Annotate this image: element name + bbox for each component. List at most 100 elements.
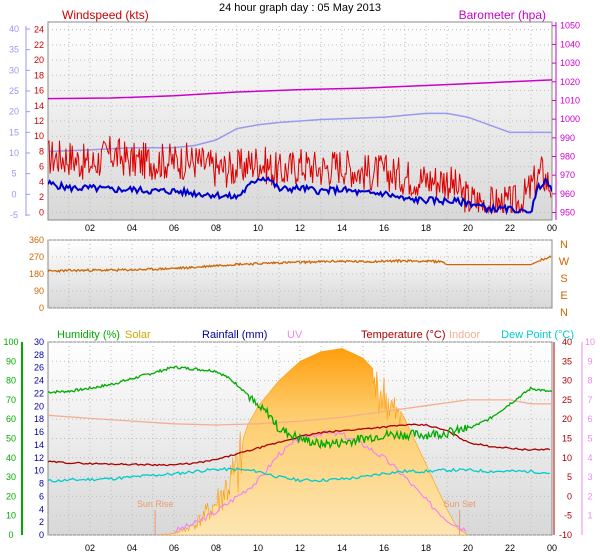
climate-axes: 0102030405060708090100024681012141618202…: [3, 337, 595, 540]
uv-tick-label: 8: [587, 376, 592, 386]
temp-tick-label: 5: [567, 472, 572, 482]
compass-label: S: [560, 273, 567, 285]
x-tick-label-bottom: 18: [421, 543, 431, 553]
compass-label: N: [560, 307, 568, 319]
page-title: 24 hour graph day : 05 May 2013: [219, 2, 381, 14]
temp-tick-label: 10: [562, 453, 572, 463]
temperature-label: Temperature (°C): [361, 329, 445, 341]
wind-tick-label: 16: [34, 86, 44, 96]
baro-tick-label: 1040: [560, 39, 580, 49]
wind-tick-label: 6: [39, 162, 44, 172]
average-wind-line: [48, 175, 552, 216]
wind-tick-label: 4: [39, 177, 44, 187]
outer-tick-label: 35: [9, 45, 19, 55]
humidity-tick-label: 20: [6, 491, 16, 501]
rain-tick-label: 8: [39, 479, 44, 489]
climate-series: Sun Rise Sun Set: [48, 348, 552, 535]
x-tick-label-bottom: 22: [505, 543, 515, 553]
uv-line: [173, 429, 467, 533]
baro-tick-label: 970: [560, 170, 575, 180]
temp-tick-label: 20: [562, 414, 572, 424]
x-tick-label-top: 08: [211, 223, 221, 233]
x-tick-label-bottom: 08: [211, 543, 221, 553]
direction-tick-label: 90: [34, 286, 44, 296]
outer-tick-label: 40: [9, 24, 19, 34]
x-tick-label-bottom: 16: [379, 543, 389, 553]
humidity-tick-label: 60: [6, 414, 16, 424]
x-tick-label-bottom: 02: [85, 543, 95, 553]
gust-line: [48, 112, 552, 153]
uv-tick-label: 3: [587, 472, 592, 482]
indoor-line: [48, 399, 552, 426]
windspeed-label: Windspeed (kts): [62, 8, 149, 22]
uv-tick-label: 9: [587, 356, 592, 366]
uv-tick-label: 2: [587, 491, 592, 501]
humidity-tick-label: 30: [6, 472, 16, 482]
wind-panel: 024681012141618202224-505101520253035409…: [9, 8, 580, 221]
direction-tick-label: 270: [29, 252, 44, 262]
dewpoint-label: Dew Point (°C): [501, 329, 574, 341]
baro-tick-label: 1010: [560, 95, 580, 105]
rain-tick-label: 22: [34, 388, 44, 398]
barometer-line: [48, 79, 552, 100]
humidity-tick-label: 70: [6, 395, 16, 405]
solar-label: Solar: [125, 329, 151, 341]
humidity-tick-label: 100: [3, 337, 18, 347]
wind-tick-label: 12: [34, 116, 44, 126]
uv-tick-label: 6: [587, 414, 592, 424]
rain-tick-label: 10: [34, 466, 44, 476]
indoor-label: Indoor: [449, 329, 481, 341]
direction-tick-label: 0: [39, 303, 44, 313]
outer-tick-label: 15: [9, 127, 19, 137]
compass-label: N: [560, 239, 568, 251]
uv-tick-label: 1: [587, 511, 592, 521]
temp-tick-label: -10: [559, 530, 572, 540]
direction-tick-label: 180: [29, 269, 44, 279]
barometer-label: Barometer (hpa): [459, 8, 546, 22]
humidity-tick-label: 40: [6, 453, 16, 463]
humidity-tick-label: 50: [6, 434, 16, 444]
x-tick-label-bottom: 06: [169, 543, 179, 553]
sunset-label: Sun Set: [444, 499, 477, 509]
x-tick-label-top: 06: [169, 223, 179, 233]
x-tick-label-top: 00: [547, 223, 557, 233]
x-tick-label-bottom: 14: [337, 543, 347, 553]
rain-tick-label: 24: [34, 376, 44, 386]
outer-tick-label: 30: [9, 65, 19, 75]
outer-tick-label: 20: [9, 107, 19, 117]
windspeed-line: [48, 135, 552, 214]
rain-tick-label: 28: [34, 350, 44, 360]
compass-label: W: [559, 256, 570, 268]
humidity-label: Humidity (%): [57, 329, 120, 341]
rain-tick-label: 16: [34, 427, 44, 437]
direction-grid: [48, 239, 552, 309]
direction-series: [48, 255, 552, 274]
wind-tick-label: 18: [34, 70, 44, 80]
outer-tick-label: 25: [9, 86, 19, 96]
dewpoint-line: [48, 466, 551, 483]
uv-tick-label: 5: [587, 434, 592, 444]
uv-label: UV: [287, 329, 303, 341]
outer-tick-label: 10: [9, 148, 19, 158]
x-tick-label-top: 18: [421, 223, 431, 233]
compass-label: E: [560, 290, 567, 302]
wind-grid: [48, 22, 552, 220]
x-tick-label-top: 10: [253, 223, 263, 233]
baro-tick-label: 950: [560, 208, 575, 218]
rain-tick-label: 4: [39, 504, 44, 514]
wind-tick-label: 0: [39, 207, 44, 217]
temperature-line: [48, 423, 551, 467]
baro-tick-label: 960: [560, 189, 575, 199]
x-tick-label-top: 12: [295, 223, 305, 233]
wind-series: [48, 79, 552, 216]
temp-tick-label: 25: [562, 395, 572, 405]
climate-panel: Sun Rise Sun Set 010203040506070809010002…: [3, 329, 595, 540]
wind-tick-label: 22: [34, 40, 44, 50]
wind-tick-label: 20: [34, 55, 44, 65]
uv-tick-label: 4: [587, 453, 592, 463]
x-tick-label-bottom: 00: [547, 543, 557, 553]
uv-tick-label: 10: [585, 337, 595, 347]
baro-tick-label: 1030: [560, 58, 580, 68]
